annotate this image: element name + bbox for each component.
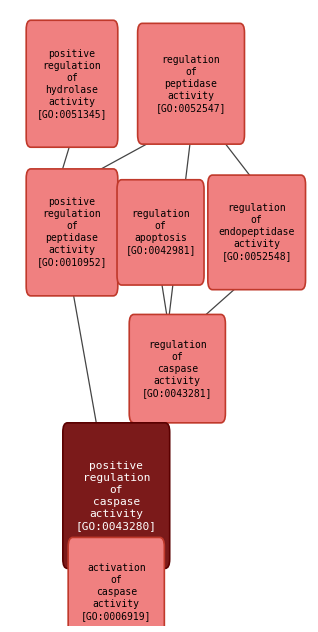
Text: regulation
of
apoptosis
[GO:0042981]: regulation of apoptosis [GO:0042981] xyxy=(125,209,196,255)
FancyBboxPatch shape xyxy=(208,175,306,289)
Text: positive
regulation
of
caspase
activity
[GO:0043280]: positive regulation of caspase activity … xyxy=(76,461,157,531)
Text: regulation
of
endopeptidase
activity
[GO:0052548]: regulation of endopeptidase activity [GO… xyxy=(218,204,295,262)
Text: positive
regulation
of
hydrolase
activity
[GO:0051345]: positive regulation of hydrolase activit… xyxy=(37,49,107,119)
Text: positive
regulation
of
peptidase
activity
[GO:0010952]: positive regulation of peptidase activit… xyxy=(37,197,107,267)
Text: regulation
of
peptidase
activity
[GO:0052547]: regulation of peptidase activity [GO:005… xyxy=(156,55,226,112)
FancyBboxPatch shape xyxy=(63,423,170,568)
FancyBboxPatch shape xyxy=(68,537,164,632)
FancyBboxPatch shape xyxy=(117,179,204,285)
FancyBboxPatch shape xyxy=(26,169,118,296)
Text: regulation
of
caspase
activity
[GO:0043281]: regulation of caspase activity [GO:00432… xyxy=(142,339,212,398)
FancyBboxPatch shape xyxy=(26,20,118,147)
Text: activation
of
caspase
activity
[GO:0006919]: activation of caspase activity [GO:00069… xyxy=(81,562,151,621)
FancyBboxPatch shape xyxy=(138,23,245,144)
FancyBboxPatch shape xyxy=(129,315,225,423)
